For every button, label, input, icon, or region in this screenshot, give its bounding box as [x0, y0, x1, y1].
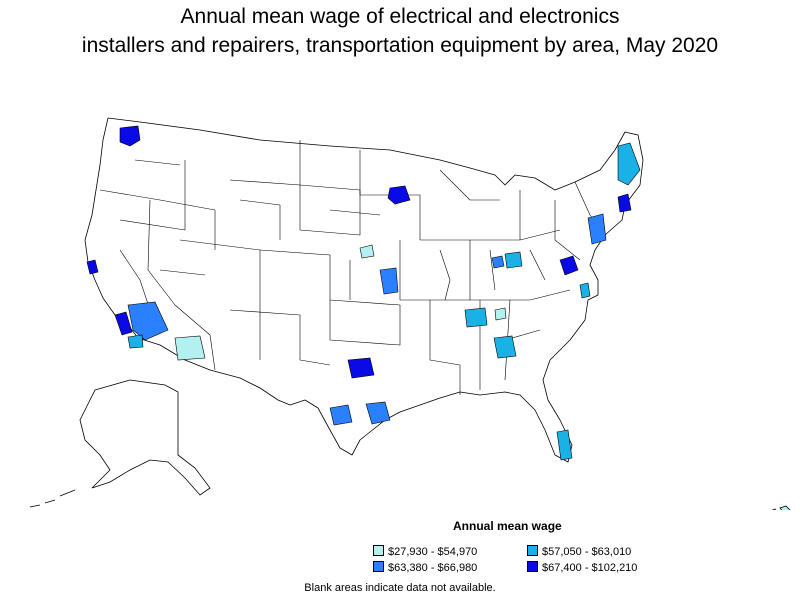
omaha-area — [359, 244, 375, 259]
dallas-area — [347, 357, 375, 379]
legend-label-2: $57,050 - $63,010 — [542, 546, 632, 558]
san-francisco-area — [86, 259, 99, 275]
map-title-line-1: Annual mean wage of electrical and elect… — [180, 5, 620, 28]
detroit-area — [491, 255, 505, 269]
data-availability-note: Blank areas indicate data not available. — [304, 582, 496, 594]
legend-label-1: $27,930 - $54,970 — [388, 546, 478, 558]
us-wage-map — [29, 117, 791, 510]
aleutian-islands — [29, 489, 76, 508]
maine-area — [617, 142, 641, 186]
boston-area — [617, 193, 632, 213]
map-title: Annual mean wage of electrical and elect… — [0, 2, 800, 60]
houston-area — [365, 401, 391, 425]
virginia-beach-area — [579, 282, 591, 299]
map-title-line-2: installers and repairers, transportation… — [81, 34, 719, 57]
legend-swatch-2 — [527, 545, 538, 556]
legend-label-3: $63,380 - $66,980 — [388, 562, 478, 574]
legend-label-4: $67,400 - $102,210 — [542, 562, 638, 574]
washington-dc-area — [559, 255, 579, 276]
san-diego-area — [127, 334, 144, 349]
legend-item-4: $67,400 - $102,210 — [527, 561, 637, 575]
legend-item-2: $57,050 - $63,010 — [527, 545, 631, 559]
hawaii-islands — [771, 505, 791, 510]
louisville-area — [494, 307, 507, 321]
alaska-outline — [79, 379, 211, 496]
legend-item-1: $27,930 - $54,970 — [373, 545, 477, 559]
atlanta-area — [493, 335, 517, 359]
kansas-city-area — [379, 267, 399, 295]
legend-item-3: $63,380 - $66,980 — [373, 561, 477, 575]
legend-swatch-3 — [373, 561, 384, 572]
nashville-area — [464, 307, 488, 328]
legend-swatch-4 — [527, 561, 538, 572]
tucson-area — [174, 335, 206, 361]
new-york-area — [587, 213, 607, 245]
legend-swatch-1 — [373, 545, 384, 556]
seattle-area — [119, 125, 141, 147]
contiguous-us-outline — [84, 117, 644, 463]
cincinnati-area — [504, 251, 523, 269]
san-antonio-area — [329, 404, 353, 426]
los-angeles-area — [114, 311, 133, 336]
miami-area — [556, 429, 573, 461]
minneapolis-area — [387, 185, 411, 205]
legend-title: Annual mean wage — [453, 519, 562, 533]
riverside-area — [127, 301, 169, 341]
